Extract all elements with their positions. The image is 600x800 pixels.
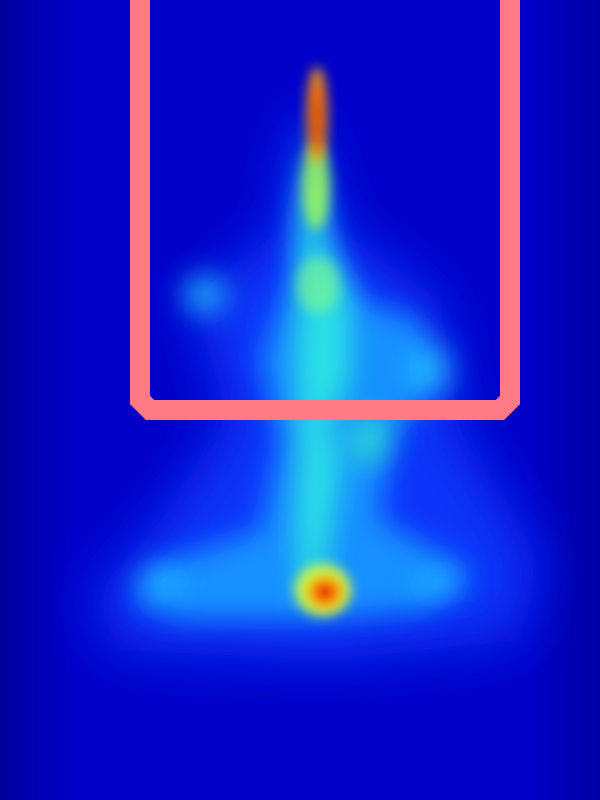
- hotspot-upper: [307, 67, 327, 163]
- hotspot-lower: [307, 576, 343, 608]
- highlight-frame: [130, 0, 520, 420]
